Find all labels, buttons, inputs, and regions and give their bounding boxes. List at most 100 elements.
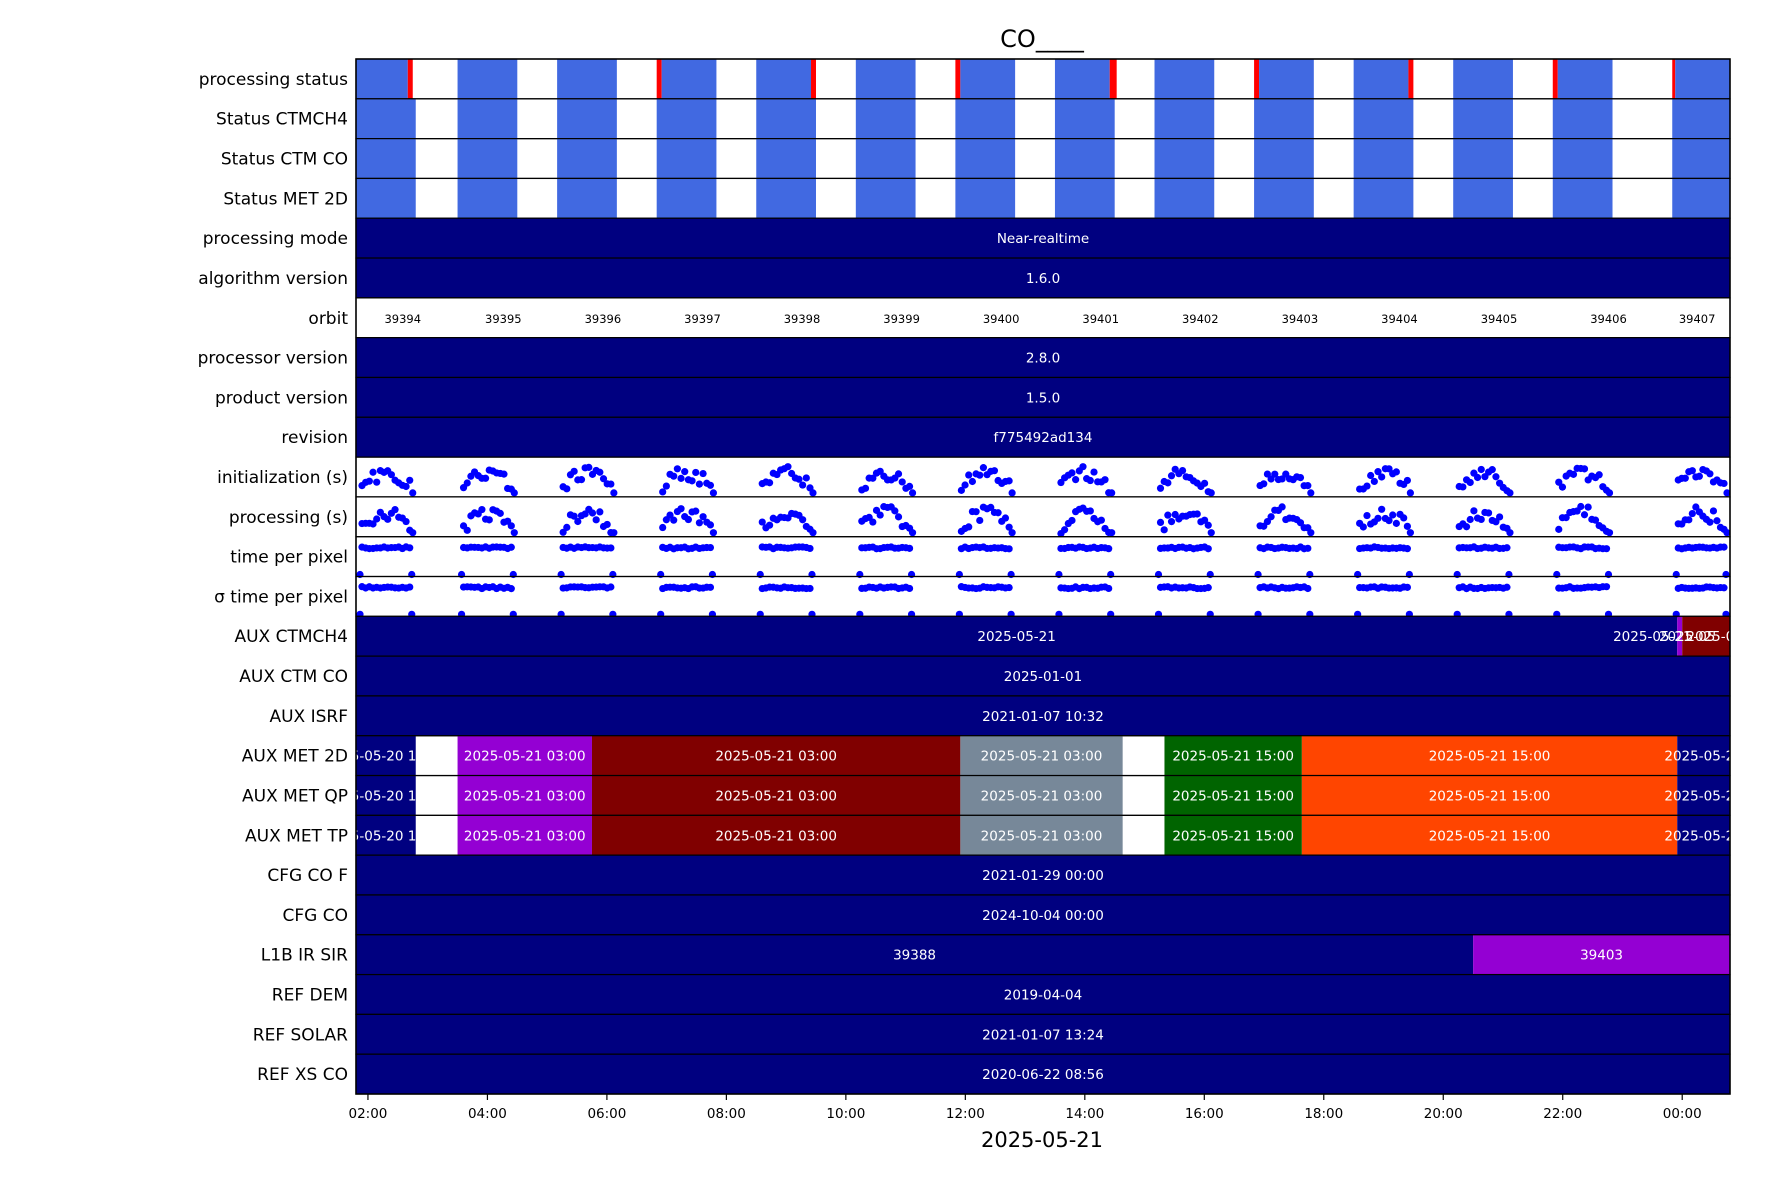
bar-segment	[356, 1014, 1730, 1055]
scatter-point	[965, 471, 973, 479]
segment-label: 1.6.0	[1026, 271, 1060, 287]
scatter-point	[968, 477, 976, 486]
scatter-point	[463, 479, 471, 487]
orbit-label: 39406	[1590, 312, 1627, 326]
status-segment	[1453, 59, 1513, 99]
aux-met-segment	[457, 735, 592, 776]
x-tick-label: 14:00	[1065, 1106, 1104, 1122]
bar-segment	[356, 695, 1730, 736]
aux-met-segment	[356, 775, 416, 816]
status-segment	[457, 59, 518, 99]
bar-segment	[356, 656, 1730, 696]
scatter-point	[1403, 583, 1411, 591]
status-segment	[557, 178, 617, 219]
status-segment	[960, 59, 1016, 99]
orbit-label: 39394	[384, 312, 421, 326]
row-label: processing (s)	[229, 508, 348, 528]
scatter-point	[1374, 468, 1382, 476]
status-segment	[1154, 59, 1215, 99]
scatter-point	[1304, 544, 1312, 552]
status-segment	[356, 98, 416, 139]
scatter-point	[709, 489, 718, 497]
scatter-point	[1477, 515, 1485, 524]
scatter-point	[1503, 583, 1511, 591]
scatter-point	[659, 488, 667, 496]
aux-met-segment	[960, 735, 1123, 776]
x-tick-label: 06:00	[587, 1106, 626, 1122]
scatter-point	[1204, 584, 1212, 592]
scatter-point	[1591, 516, 1600, 524]
bar-segment	[1473, 934, 1730, 975]
segment-label: 2025-05-21 03:00	[464, 749, 586, 765]
x-axis: 02:00 04:00 06:00 08:00 10:00 12:00 14:00 16:00…	[348, 58, 1731, 1122]
status-segment	[661, 59, 717, 99]
scatter-point	[670, 472, 678, 480]
orbit-label: 39401	[1082, 312, 1119, 326]
scatter-point	[574, 517, 582, 526]
scatter-point	[706, 521, 715, 529]
row-frame	[355, 575, 1731, 617]
scatter-point	[570, 512, 578, 520]
scatter-point	[1278, 503, 1286, 511]
status-segment	[557, 59, 617, 99]
bar-segment	[356, 218, 1730, 259]
segment-label: 2025-05-21	[1664, 788, 1742, 804]
status-segment	[1408, 59, 1414, 99]
scatter-point	[1466, 478, 1474, 487]
status-segment	[656, 98, 717, 139]
scatter-point	[990, 467, 999, 475]
scatter-point	[1492, 473, 1500, 481]
scatter-point	[570, 467, 578, 475]
status-segment	[1259, 59, 1314, 99]
aux-met-segment	[591, 735, 961, 776]
scatter-point	[1506, 529, 1514, 537]
scatter-point	[809, 489, 817, 497]
scatter-point	[1562, 514, 1570, 522]
scatter-point	[1706, 470, 1714, 478]
scatter-point	[1723, 489, 1730, 497]
scatter-point	[507, 522, 515, 530]
scatter-point	[1720, 543, 1728, 551]
scatter-point	[1709, 507, 1718, 515]
scatter-point	[1459, 483, 1467, 491]
status-segment	[1453, 98, 1513, 139]
scatter-point	[1713, 517, 1721, 525]
scatter-point	[1359, 523, 1367, 531]
orbit-label: 39405	[1481, 312, 1518, 326]
scatter-point	[965, 523, 973, 531]
scatter-point	[908, 489, 917, 497]
scatter-point	[806, 544, 814, 553]
segment-label: 2025-05-21 15:00	[1172, 749, 1294, 765]
scatter-point	[391, 506, 399, 514]
scatter-point	[1090, 468, 1098, 476]
scatter-point	[1008, 489, 1016, 497]
status-segment	[811, 59, 816, 99]
segment-label: 2025-05-21	[1664, 828, 1742, 844]
orbit-label: 39404	[1381, 312, 1418, 326]
x-tick-label: 10:00	[826, 1106, 865, 1122]
scatter-point	[681, 468, 689, 476]
scatter-point	[706, 583, 715, 591]
aux-met-segment	[1677, 815, 1730, 856]
row-label: Status CTM CO	[221, 150, 348, 170]
segment-label: 2025-05-20 15:00	[325, 828, 447, 844]
scatter-point	[365, 477, 373, 485]
scatter-point	[373, 515, 381, 523]
scatter-point	[1370, 477, 1378, 486]
scatter-point	[692, 507, 700, 515]
scatter-point	[1260, 480, 1268, 488]
scatter-point	[876, 467, 884, 475]
scatter-point	[1392, 519, 1400, 527]
row-label: processing status	[199, 70, 348, 90]
scatter-point	[1001, 514, 1010, 522]
scatter-point	[585, 463, 593, 471]
scatter-point	[1470, 507, 1478, 515]
chart-title: CO____	[1000, 25, 1085, 53]
segment-label: 2025-05-21	[1664, 749, 1742, 765]
status-segment	[1054, 59, 1110, 99]
aux-met-segment	[356, 735, 416, 776]
status-segment	[756, 178, 816, 219]
aux-met-segment	[356, 815, 416, 856]
scatter-point	[1097, 516, 1105, 524]
scatter-point	[373, 478, 381, 486]
